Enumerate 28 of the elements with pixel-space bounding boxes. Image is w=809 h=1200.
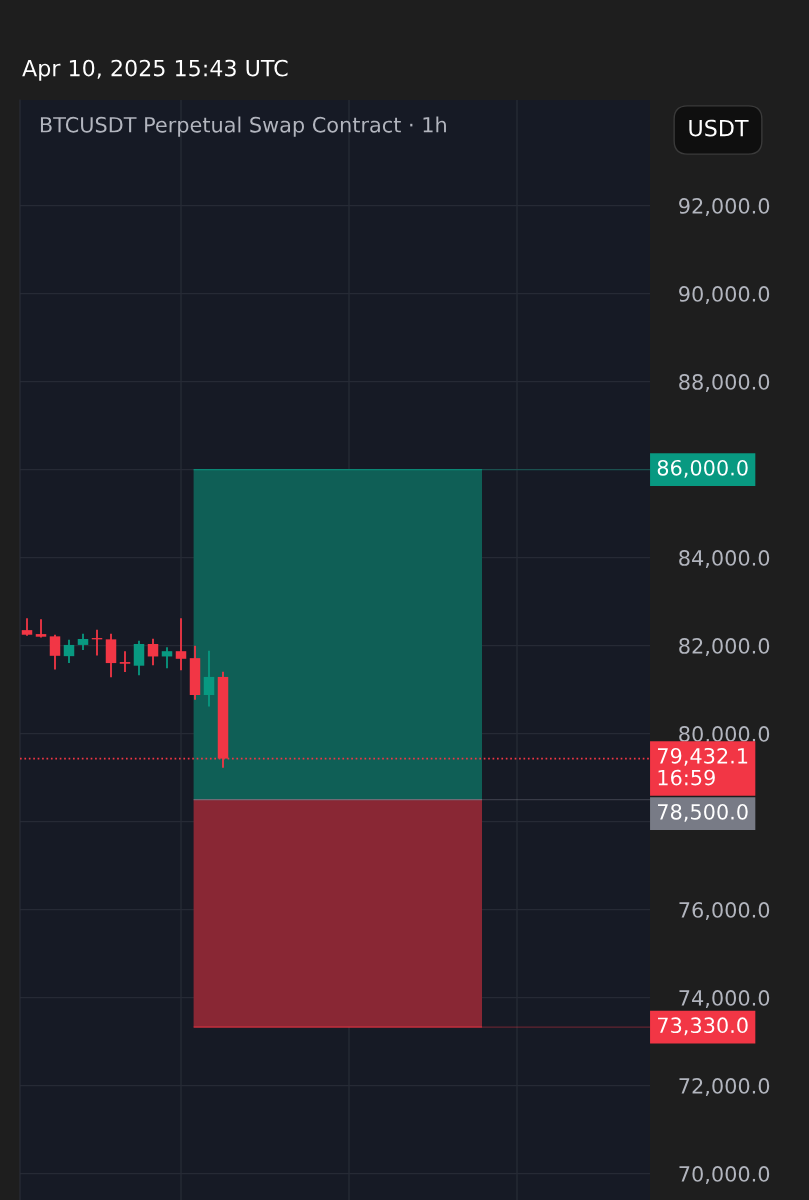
y-tick-label: 82,000.0 — [679, 638, 770, 656]
candlestick — [133, 640, 145, 676]
y-tick-label: 80,000.0 — [679, 726, 770, 744]
ref-line-label: 79,432.1 16:59 — [658, 747, 748, 786]
candlestick — [119, 651, 131, 672]
y-tick-label: 74,000.0 — [679, 990, 770, 1008]
text: BTCUSDT Perpetual Swap Contract · 1h — [40, 116, 446, 137]
y-tick-label: 76,000.0 — [679, 902, 770, 920]
candlestick — [203, 650, 215, 707]
y-tick-label: 70,000.0 — [679, 1166, 770, 1184]
candlestick — [63, 639, 75, 664]
text: Apr 10, 2025 15:43 UTC — [22, 59, 288, 81]
candlestick — [21, 618, 33, 636]
y-tick-label: 90,000.0 — [679, 286, 770, 304]
y-tick-label: 72,000.0 — [679, 1078, 770, 1096]
candlestick — [105, 633, 117, 678]
candlestick — [35, 619, 47, 638]
ref-line-label: 86,000.0 — [657, 459, 748, 478]
y-tick-label: 92,000.0 — [679, 198, 770, 216]
ref-line-label: 78,500.0 — [658, 803, 748, 822]
y-tick-label: 84,000.0 — [679, 550, 770, 568]
text: USDT — [689, 119, 749, 137]
ref-line-label: 73,330.0 — [658, 1017, 748, 1036]
candlestick — [147, 638, 159, 666]
y-tick-label: 88,000.0 — [679, 374, 770, 392]
candlestick — [49, 634, 61, 670]
candlestick — [175, 618, 187, 671]
candlestick — [161, 647, 173, 669]
